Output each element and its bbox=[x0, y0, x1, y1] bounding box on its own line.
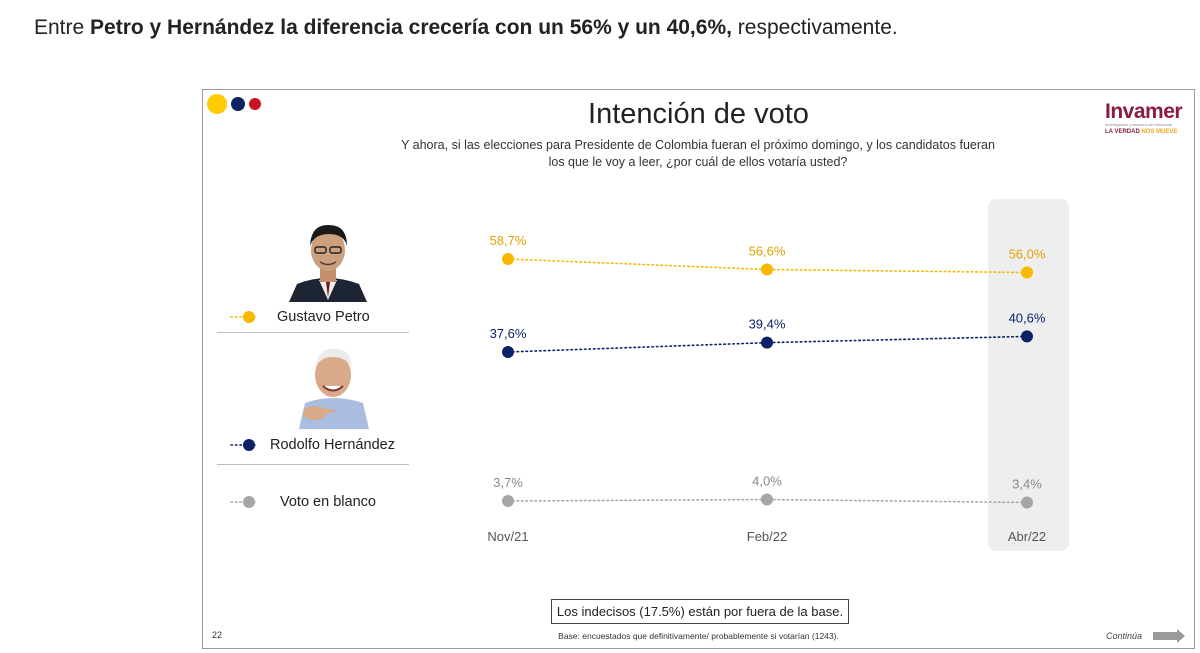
data-label-hernandez-2: 40,6% bbox=[1009, 310, 1046, 325]
logo-subtitle: investigación y asesoría de mercados bbox=[1105, 122, 1172, 127]
brand-dot-red bbox=[249, 98, 261, 110]
legend-label-hernandez: Rodolfo Hernández bbox=[270, 437, 395, 453]
undecided-note: Los indecisos (17.5%) están por fuera de… bbox=[551, 599, 849, 624]
data-label-blanco-0: 3,7% bbox=[493, 475, 523, 490]
poll-slide: Intención de voto Y ahora, si las elecci… bbox=[202, 89, 1195, 649]
continue-arrow-icon[interactable] bbox=[1153, 629, 1185, 643]
legend-marker-petro bbox=[243, 311, 255, 323]
legend-separator bbox=[217, 332, 409, 333]
data-label-hernandez-1: 39,4% bbox=[749, 317, 786, 332]
x-tick-label-0: Nov/21 bbox=[487, 529, 528, 544]
legend-marker-blanco bbox=[243, 496, 255, 508]
logo-name: Invamer bbox=[1105, 100, 1183, 123]
data-label-petro-1: 56,6% bbox=[749, 244, 786, 259]
hernandez-photo bbox=[299, 348, 369, 429]
base-note: Base: encuestados que definitivamente/ p… bbox=[558, 631, 839, 641]
data-label-blanco-1: 4,0% bbox=[752, 474, 782, 489]
point-blanco-1 bbox=[761, 493, 773, 506]
headline-bold: Petro y Hernández la diferencia crecería… bbox=[90, 16, 732, 39]
point-hernandez-2 bbox=[1021, 330, 1033, 343]
series-line-petro bbox=[507, 258, 1028, 274]
point-hernandez-1 bbox=[761, 336, 773, 349]
headline: Entre Petro y Hernández la diferencia cr… bbox=[34, 16, 898, 40]
point-petro-1 bbox=[761, 263, 773, 276]
legend-marker-hernandez bbox=[243, 439, 255, 451]
series-line-blanco bbox=[507, 498, 1028, 504]
data-label-petro-2: 56,0% bbox=[1009, 247, 1046, 262]
slide-title: Intención de voto bbox=[588, 98, 809, 130]
point-blanco-0 bbox=[502, 495, 514, 507]
continue-label[interactable]: Continúa bbox=[1106, 631, 1143, 641]
headline-suffix: respectivamente. bbox=[731, 16, 898, 39]
brand-dot-yellow bbox=[207, 94, 227, 114]
point-hernandez-0 bbox=[502, 346, 514, 358]
data-label-blanco-2: 3,4% bbox=[1012, 477, 1042, 492]
highlight-column-abr22 bbox=[988, 199, 1069, 551]
logo-tagline: LA VERDAD NOS MUEVE bbox=[1105, 128, 1187, 136]
brand-dot-navy bbox=[231, 97, 245, 111]
survey-question: Y ahora, si las elecciones para Presiden… bbox=[401, 138, 995, 169]
line-chart: 58,7% 56,6% 56,0% 37,6% 39,4% 40,6% 3,7% 4,0% 3,… bbox=[230, 233, 1046, 544]
data-label-hernandez-0: 37,6% bbox=[490, 326, 527, 341]
logo-tagline-b: NOS MUEVE bbox=[1141, 129, 1178, 135]
data-label-petro-0: 58,7% bbox=[490, 233, 527, 248]
point-petro-2 bbox=[1021, 266, 1033, 279]
page-number: 22 bbox=[212, 630, 223, 640]
legend-label-blanco: Voto en blanco bbox=[280, 494, 376, 510]
legend-separator bbox=[217, 464, 409, 465]
series-line-hernandez bbox=[507, 335, 1028, 353]
x-tick-label-1: Feb/22 bbox=[747, 529, 787, 544]
headline-prefix: Entre bbox=[34, 16, 91, 39]
petro-photo bbox=[289, 224, 367, 302]
legend-label-petro: Gustavo Petro bbox=[277, 309, 370, 325]
point-petro-0 bbox=[502, 253, 514, 265]
x-tick-label-2: Abr/22 bbox=[1008, 529, 1046, 544]
point-blanco-2 bbox=[1021, 496, 1033, 509]
invamer-logo: Invamer investigación y asesoría de merc… bbox=[1105, 100, 1187, 136]
logo-tagline-a: LA VERDAD bbox=[1105, 129, 1142, 135]
